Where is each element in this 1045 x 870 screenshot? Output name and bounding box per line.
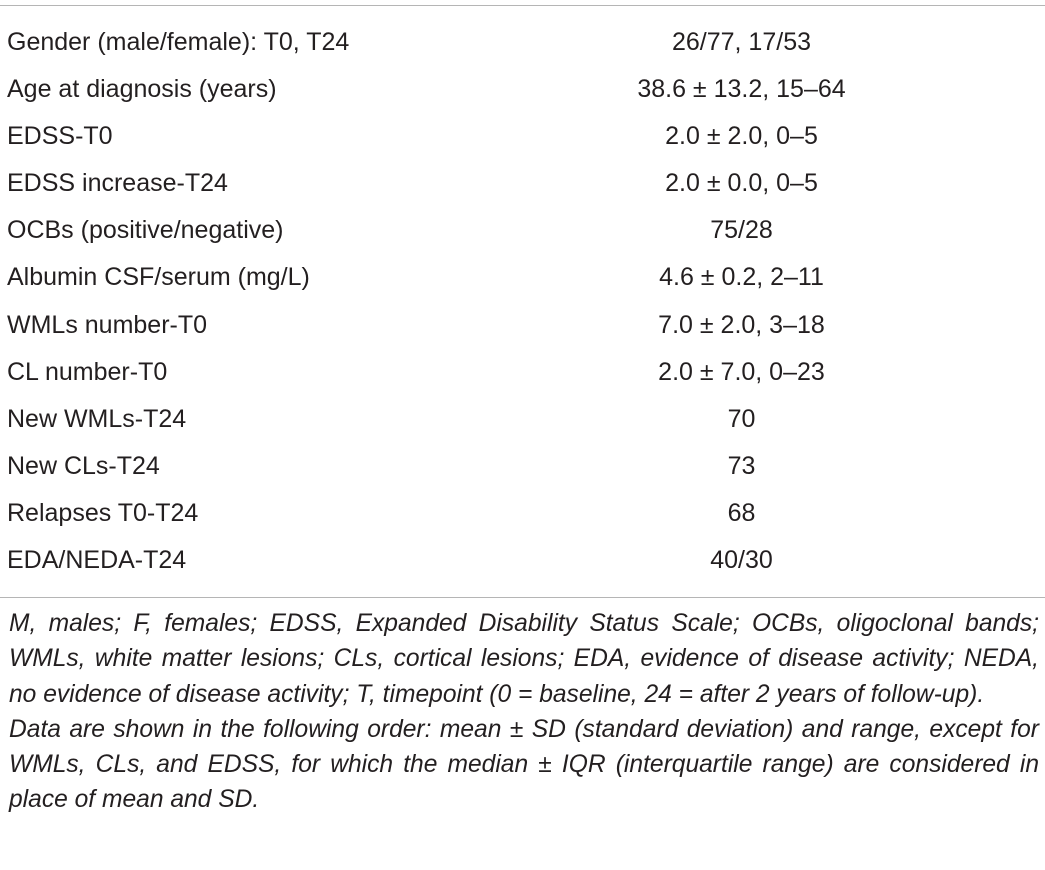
row-label: New CLs-T24 (7, 451, 160, 480)
table-row: Gender (male/female): T0, T24 26/77, 17/… (0, 19, 1045, 66)
row-label: Age at diagnosis (years) (7, 75, 277, 104)
row-label: WMLs number-T0 (7, 310, 208, 339)
row-value: 26/77, 17/53 (671, 28, 811, 56)
footnote-abbreviations: M, males; F, females; EDSS, Expanded Dis… (9, 610, 1039, 708)
row-label: CL number-T0 (7, 357, 168, 386)
row-label: Albumin CSF/serum (mg/L) (7, 263, 310, 292)
row-label: EDSS increase-T24 (7, 169, 228, 198)
table-row: CL number-T0 2.0 ± 7.0, 0–23 (0, 349, 1045, 396)
table-row: EDSS-T0 2.0 ± 2.0, 0–5 (0, 113, 1045, 160)
row-value: 2.0 ± 0.0, 0–5 (665, 169, 818, 198)
row-label: EDA/NEDA-T24 (7, 546, 187, 575)
row-value: 2.0 ± 7.0, 0–23 (658, 357, 825, 386)
row-label: EDSS-T0 (7, 122, 113, 151)
row-label: OCBs (positive/negative) (7, 216, 284, 245)
row-label: Gender (male/female): T0, T24 (7, 28, 350, 56)
table-row: WMLs number-T0 7.0 ± 2.0, 3–18 (0, 302, 1045, 349)
row-label: New WMLs-T24 (7, 404, 187, 433)
table-top-rule (0, 5, 1045, 6)
row-value: 40/30 (710, 546, 773, 575)
table-footnotes: M, males; F, females; EDSS, Expanded Dis… (9, 606, 1039, 818)
table-row: Relapses T0-T24 68 (0, 490, 1045, 537)
row-value: 38.6 ± 13.2, 15–64 (637, 75, 846, 104)
table-row: Albumin CSF/serum (mg/L) 4.6 ± 0.2, 2–11 (0, 254, 1045, 301)
row-value: 70 (727, 404, 756, 433)
table-row: New WMLs-T24 70 (0, 396, 1045, 443)
table-row: New CLs-T24 73 (0, 443, 1045, 490)
table-bottom-rule (0, 597, 1045, 598)
table-row: Age at diagnosis (years) 38.6 ± 13.2, 15… (0, 66, 1045, 113)
row-value: 4.6 ± 0.2, 2–11 (659, 263, 824, 292)
row-value: 2.0 ± 2.0, 0–5 (665, 122, 818, 151)
row-label: Relapses T0-T24 (7, 498, 199, 527)
row-value: 73 (727, 451, 756, 480)
row-value: 75/28 (710, 216, 773, 245)
row-value: 68 (727, 498, 756, 527)
footnote-data-order: Data are shown in the following order: m… (9, 715, 1039, 814)
demographics-table: Gender (male/female): T0, T24 26/77, 17/… (0, 19, 1045, 584)
table-row: EDSS increase-T24 2.0 ± 0.0, 0–5 (0, 160, 1045, 207)
table-row: OCBs (positive/negative) 75/28 (0, 207, 1045, 254)
row-value: 7.0 ± 2.0, 3–18 (658, 310, 825, 339)
table-row: EDA/NEDA-T24 40/30 (0, 537, 1045, 584)
